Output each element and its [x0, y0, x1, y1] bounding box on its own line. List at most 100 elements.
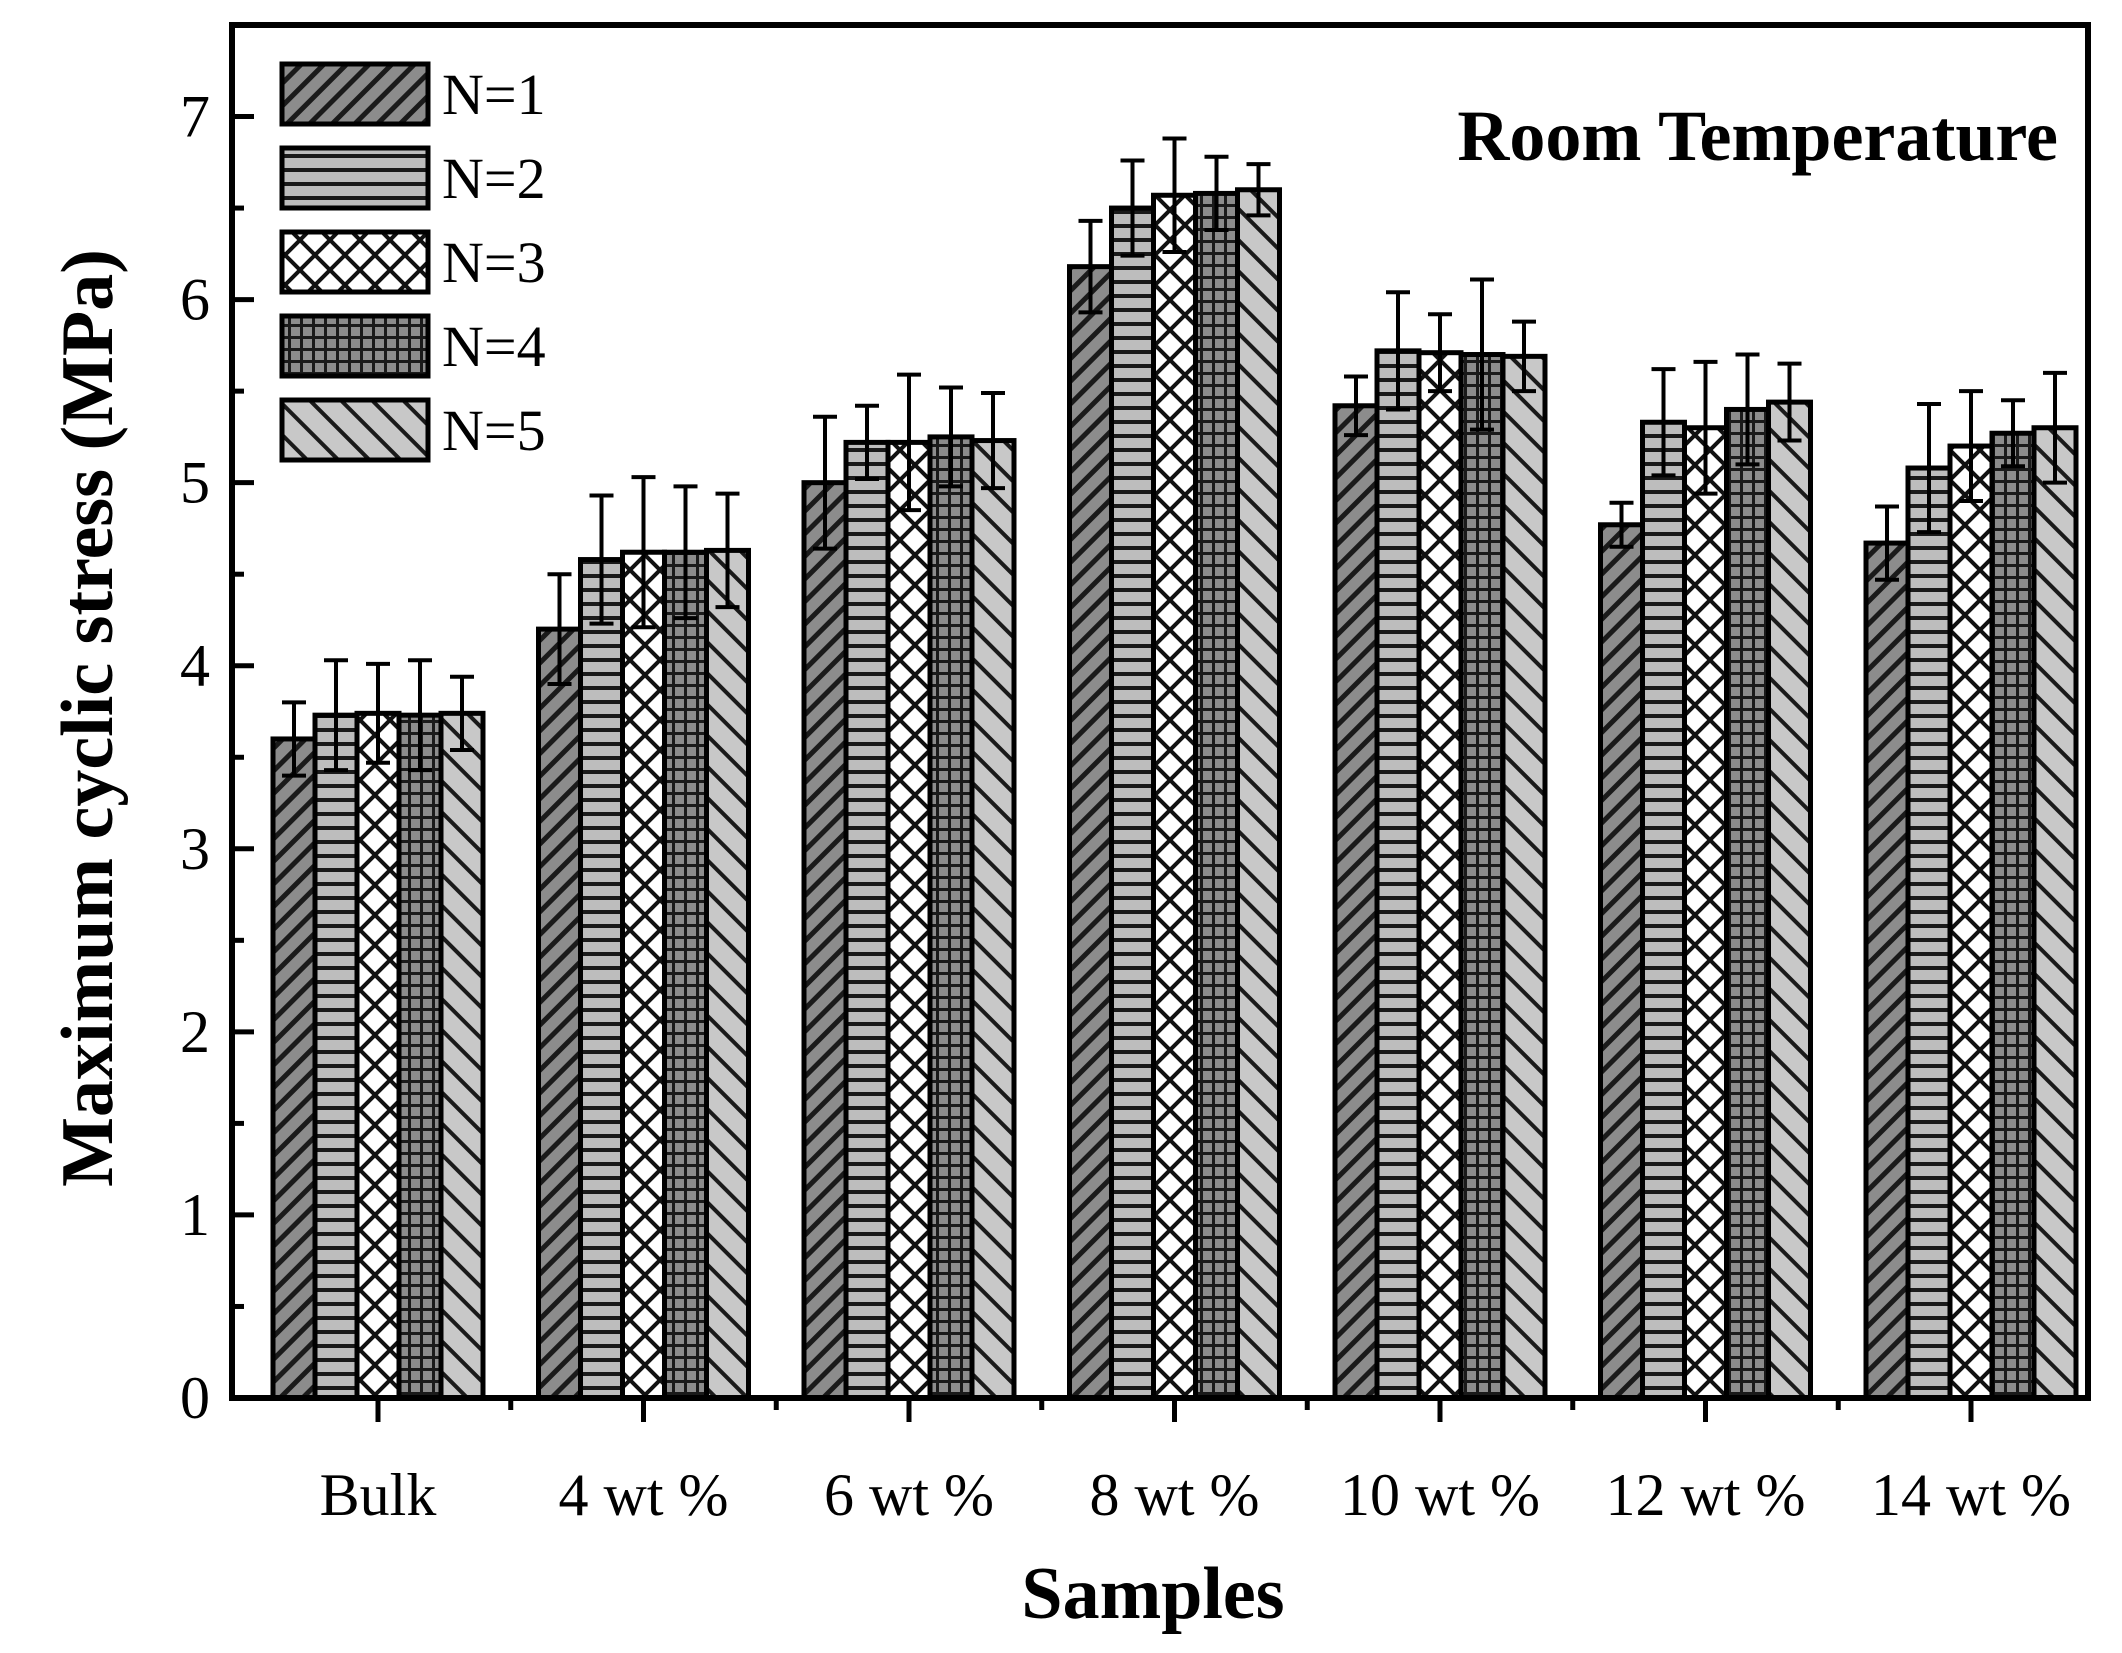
legend-label: N=3	[442, 230, 546, 295]
bar-N4-4wtpct	[662, 549, 709, 1401]
error-bar-N3-4wtpct	[631, 475, 656, 630]
bar-N2-6wtpct	[843, 439, 891, 1401]
error-bar-N1-6wtpct	[813, 414, 837, 551]
error-bar-N2-14wtpct	[1917, 401, 1941, 535]
error-bar-N5-12wtpct	[1777, 361, 1802, 443]
plot-frame	[229, 22, 2091, 1401]
error-bar-N4-8wtpct	[1204, 154, 1229, 233]
error-bar-N1-10wtpct	[1344, 374, 1368, 438]
bar-N4-14wtpct	[1989, 430, 2037, 1401]
bar-N5-14wtpct	[2031, 425, 2079, 1401]
bar-N5-6wtpct	[969, 438, 1017, 1401]
axes-layer: 0 1 2 3 4 5 6 7 Bulk 4 wt % 6 wt % 8 wt % 10 wt % 12 …	[180, 22, 2091, 1528]
error-bar-N3-6wtpct	[897, 372, 921, 513]
bar-N3-4wtpct	[620, 549, 667, 1401]
x-tick-label: Bulk	[320, 1462, 437, 1528]
bar-N3-14wtpct	[1947, 443, 1995, 1401]
bar-N1-8wtpct	[1067, 264, 1114, 1401]
y-tick-label: 7	[180, 84, 210, 150]
bar-N3-10wtpct	[1416, 350, 1464, 1401]
y-tick-label: 5	[180, 450, 210, 516]
bar-N2-4wtpct	[578, 557, 625, 1401]
x-tick-label: 12 wt %	[1606, 1462, 1806, 1528]
error-bar-N5-10wtpct	[1512, 319, 1536, 394]
x-tick-label: 6 wt %	[824, 1462, 994, 1528]
bar-N4-12wtpct	[1724, 406, 1771, 1401]
legend-swatch	[279, 145, 431, 211]
y-axis-title: Maximum cyclic stress (MPa)	[47, 249, 129, 1187]
x-tick-label: 10 wt %	[1340, 1462, 1540, 1528]
error-bar-N2-6wtpct	[855, 403, 879, 482]
error-bar-N2-10wtpct	[1386, 290, 1410, 412]
bar-N1-4wtpct	[536, 626, 583, 1401]
legend-swatch	[279, 61, 431, 127]
error-bar-N2-Bulk	[324, 658, 348, 773]
legend-entry-N4: N=4	[279, 313, 546, 379]
bar-N4-10wtpct	[1458, 352, 1506, 1401]
error-bar-N5-6wtpct	[981, 390, 1005, 491]
bar-N2-10wtpct	[1374, 348, 1422, 1401]
x-axis-title: Samples	[1021, 1553, 1284, 1635]
bar-N5-12wtpct	[1766, 399, 1813, 1401]
legend: N=1 N=2 N=3 N=4 N=5	[279, 61, 546, 463]
error-bar-N3-8wtpct	[1162, 136, 1187, 255]
bar-N4-Bulk	[396, 712, 444, 1401]
error-bars-layer	[282, 136, 2067, 778]
bar-N1-6wtpct	[801, 480, 849, 1401]
error-bar-N5-8wtpct	[1246, 162, 1271, 218]
legend-swatch	[279, 313, 431, 379]
legend-swatch	[279, 229, 431, 295]
error-bar-N1-14wtpct	[1875, 504, 1899, 582]
error-bar-N1-Bulk	[282, 700, 306, 778]
bar-N2-Bulk	[312, 712, 360, 1401]
error-bar-N5-4wtpct	[715, 491, 740, 610]
error-bar-N4-4wtpct	[673, 484, 698, 621]
x-tick-label: 4 wt %	[559, 1462, 729, 1528]
y-tick-label: 0	[180, 1365, 210, 1431]
chart-annotation: Room Temperature	[1457, 96, 2058, 176]
x-tick-label: 8 wt %	[1090, 1462, 1260, 1528]
bar-N1-14wtpct	[1863, 540, 1911, 1401]
bar-N1-12wtpct	[1598, 522, 1645, 1401]
error-bar-N4-6wtpct	[939, 385, 963, 489]
legend-entry-N5: N=5	[279, 397, 546, 463]
y-tick-label: 3	[180, 816, 210, 882]
error-bar-N4-Bulk	[408, 658, 432, 773]
error-bar-N3-14wtpct	[1959, 389, 1983, 503]
x-tick-label: 14 wt %	[1871, 1462, 2071, 1528]
bar-N2-8wtpct	[1109, 205, 1156, 1401]
bar-N2-14wtpct	[1905, 465, 1953, 1401]
bar-N3-Bulk	[354, 710, 402, 1401]
legend-entry-N1: N=1	[279, 61, 546, 127]
bar-N4-6wtpct	[927, 434, 975, 1401]
error-bar-N5-Bulk	[450, 674, 474, 752]
legend-label: N=1	[442, 62, 546, 127]
bar-N3-8wtpct	[1151, 192, 1198, 1401]
error-bar-N3-Bulk	[366, 661, 390, 765]
y-tick-label: 6	[180, 267, 210, 333]
bar-N1-10wtpct	[1332, 403, 1380, 1401]
legend-entry-N2: N=2	[279, 145, 546, 211]
bar-N5-Bulk	[438, 710, 486, 1401]
error-bar-N2-4wtpct	[589, 493, 614, 626]
bar-N3-12wtpct	[1682, 425, 1729, 1401]
error-bar-N5-14wtpct	[2043, 370, 2067, 485]
y-tick-label: 2	[180, 999, 210, 1065]
error-bar-N2-8wtpct	[1120, 158, 1145, 258]
bar-N5-4wtpct	[704, 547, 751, 1401]
y-tick-label: 4	[180, 633, 210, 699]
legend-label: N=5	[442, 398, 546, 463]
legend-swatch	[279, 397, 431, 463]
y-tick-label: 1	[180, 1182, 210, 1248]
error-bar-N4-10wtpct	[1470, 277, 1494, 432]
bar-N4-8wtpct	[1193, 190, 1240, 1401]
error-bar-N2-12wtpct	[1651, 367, 1676, 478]
error-bar-N1-4wtpct	[547, 572, 572, 687]
bar-N1-Bulk	[270, 736, 318, 1401]
bars-layer	[270, 187, 2079, 1401]
legend-label: N=4	[442, 314, 546, 379]
error-bar-N4-14wtpct	[2001, 398, 2025, 469]
bar-N5-8wtpct	[1235, 187, 1282, 1401]
bar-N5-10wtpct	[1500, 353, 1548, 1401]
